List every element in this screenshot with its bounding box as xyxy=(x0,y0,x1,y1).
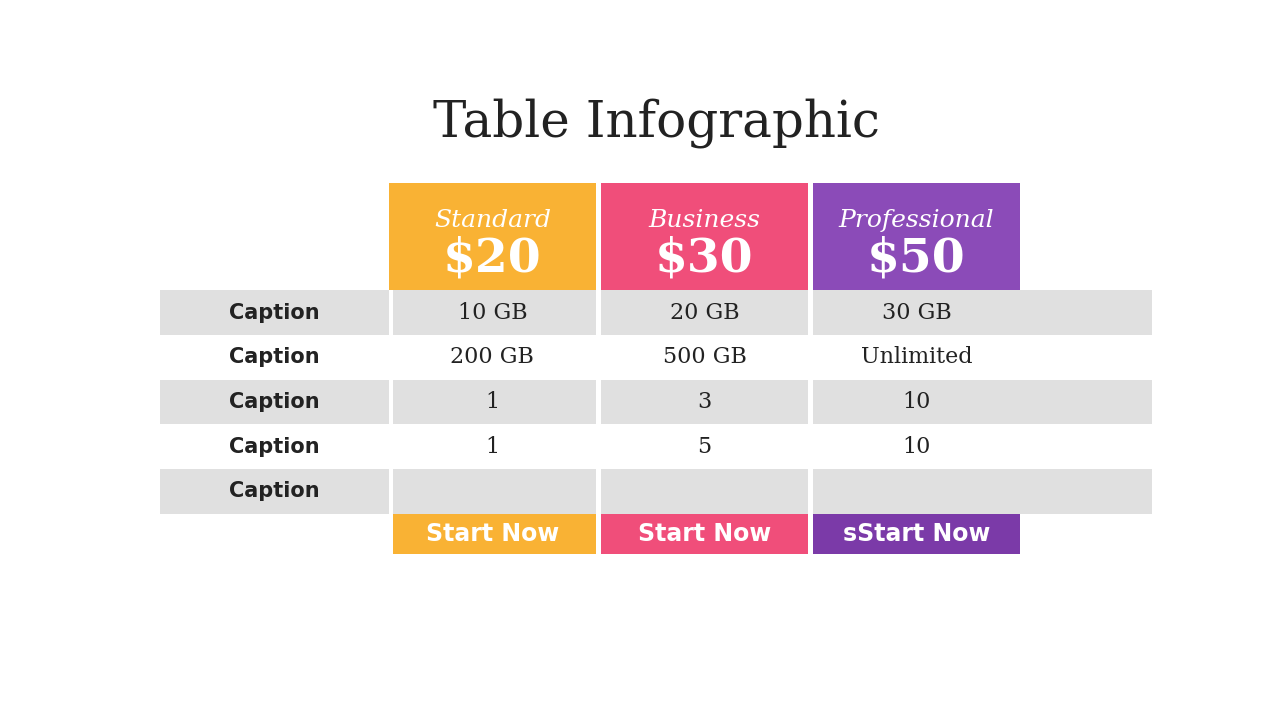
Bar xyxy=(596,424,600,469)
Text: Unlimited: Unlimited xyxy=(860,346,973,369)
Text: 10 GB: 10 GB xyxy=(457,302,527,324)
Text: 10: 10 xyxy=(902,436,931,458)
Bar xyxy=(808,290,813,335)
Bar xyxy=(389,335,393,379)
Text: Start Now: Start Now xyxy=(637,522,771,546)
Bar xyxy=(389,424,393,469)
Bar xyxy=(808,514,813,554)
Bar xyxy=(160,469,1152,514)
Bar xyxy=(808,469,813,514)
Text: 20 GB: 20 GB xyxy=(669,302,740,324)
Text: Professional: Professional xyxy=(838,209,995,232)
Bar xyxy=(160,335,1152,379)
Text: $20: $20 xyxy=(443,235,541,281)
Bar xyxy=(596,335,600,379)
Text: 30 GB: 30 GB xyxy=(882,302,951,324)
Text: Start Now: Start Now xyxy=(426,522,559,546)
Bar xyxy=(808,335,813,379)
Bar xyxy=(389,290,393,335)
Text: Standard: Standard xyxy=(434,209,550,232)
Text: 3: 3 xyxy=(698,391,712,413)
Bar xyxy=(389,514,596,554)
Bar xyxy=(600,514,808,554)
Bar xyxy=(808,424,813,469)
Bar xyxy=(596,379,600,424)
Text: sStart Now: sStart Now xyxy=(842,522,991,546)
Text: 500 GB: 500 GB xyxy=(663,346,746,369)
Bar xyxy=(389,183,596,290)
Bar xyxy=(389,514,393,554)
Bar xyxy=(600,183,808,290)
Bar xyxy=(160,290,1152,335)
Bar xyxy=(596,183,600,290)
Bar xyxy=(389,469,393,514)
Bar xyxy=(389,379,393,424)
Text: Business: Business xyxy=(649,209,760,232)
Bar xyxy=(808,183,813,290)
Text: Table Infographic: Table Infographic xyxy=(433,99,879,148)
Text: 1: 1 xyxy=(485,391,499,413)
Text: 200 GB: 200 GB xyxy=(451,346,534,369)
Bar xyxy=(596,514,600,554)
Bar xyxy=(160,379,1152,424)
Text: $30: $30 xyxy=(655,235,754,281)
Text: Caption: Caption xyxy=(229,437,320,456)
Bar xyxy=(808,379,813,424)
Bar xyxy=(160,424,1152,469)
Text: Caption: Caption xyxy=(229,482,320,501)
Text: 1: 1 xyxy=(485,436,499,458)
Text: 10: 10 xyxy=(902,391,931,413)
Bar xyxy=(813,514,1020,554)
Text: 5: 5 xyxy=(698,436,712,458)
Bar xyxy=(813,183,1020,290)
Text: Caption: Caption xyxy=(229,303,320,323)
Bar xyxy=(596,469,600,514)
Text: Caption: Caption xyxy=(229,392,320,412)
Bar xyxy=(596,290,600,335)
Text: $50: $50 xyxy=(867,235,966,281)
Text: Caption: Caption xyxy=(229,348,320,367)
